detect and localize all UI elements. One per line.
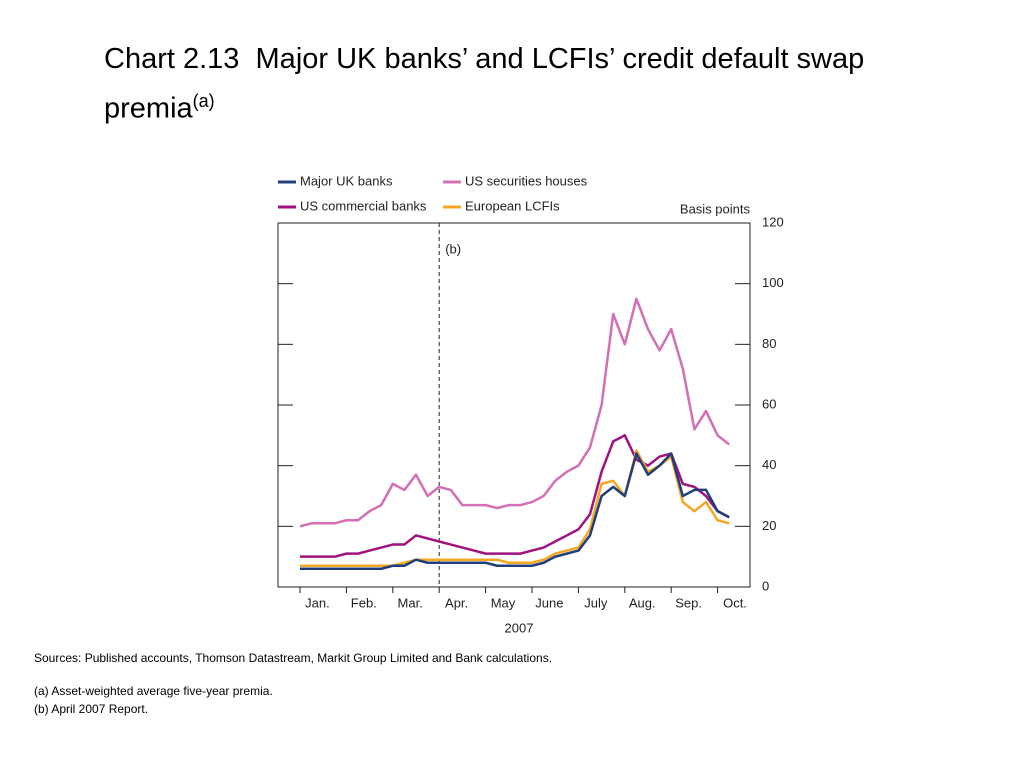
title-block: Chart 2.13 Major UK banks’ and LCFIs’ cr…: [104, 38, 924, 130]
y-axis-label: Basis points: [680, 201, 751, 216]
chart-title: Chart 2.13 Major UK banks’ and LCFIs’ cr…: [104, 43, 873, 125]
legend-label: US commercial banks: [300, 198, 427, 213]
annotation: (b): [445, 241, 461, 256]
note-a: (a) Asset-weighted average five-year pre…: [34, 684, 273, 698]
x-tick-label: May: [491, 595, 516, 610]
y-tick-label: 0: [762, 578, 769, 593]
x-tick-label: July: [584, 595, 608, 610]
series-line: [300, 452, 730, 571]
y-tick-label: 120: [762, 214, 784, 229]
x-tick-label: Feb.: [351, 595, 377, 610]
x-tick-label: Mar.: [398, 595, 423, 610]
y-tick-label: 80: [762, 336, 776, 351]
x-tick-label: Apr.: [445, 595, 468, 610]
series-line: [299, 297, 730, 528]
x-axis-label: 2007: [505, 620, 534, 635]
y-tick-label: 100: [762, 275, 784, 290]
title-note: (a): [192, 91, 215, 111]
sources: Sources: Published accounts, Thomson Dat…: [34, 651, 553, 665]
legend-label: US securities houses: [465, 173, 588, 188]
legend-label: European LCFIs: [465, 198, 560, 213]
legend-label: Major UK banks: [300, 173, 393, 188]
y-tick-label: 40: [762, 457, 776, 472]
x-tick-label: Jan.: [305, 595, 330, 610]
series-line: [300, 434, 730, 558]
x-tick-label: Oct.: [723, 595, 747, 610]
x-tick-label: Sep.: [675, 595, 702, 610]
note-b: (b) April 2007 Report.: [34, 702, 149, 716]
y-tick-label: 20: [762, 518, 776, 533]
x-tick-label: June: [535, 595, 563, 610]
series-line: [300, 449, 730, 568]
plot-frame: [277, 222, 751, 588]
x-tick-label: Aug.: [629, 595, 656, 610]
y-tick-label: 60: [762, 396, 776, 411]
